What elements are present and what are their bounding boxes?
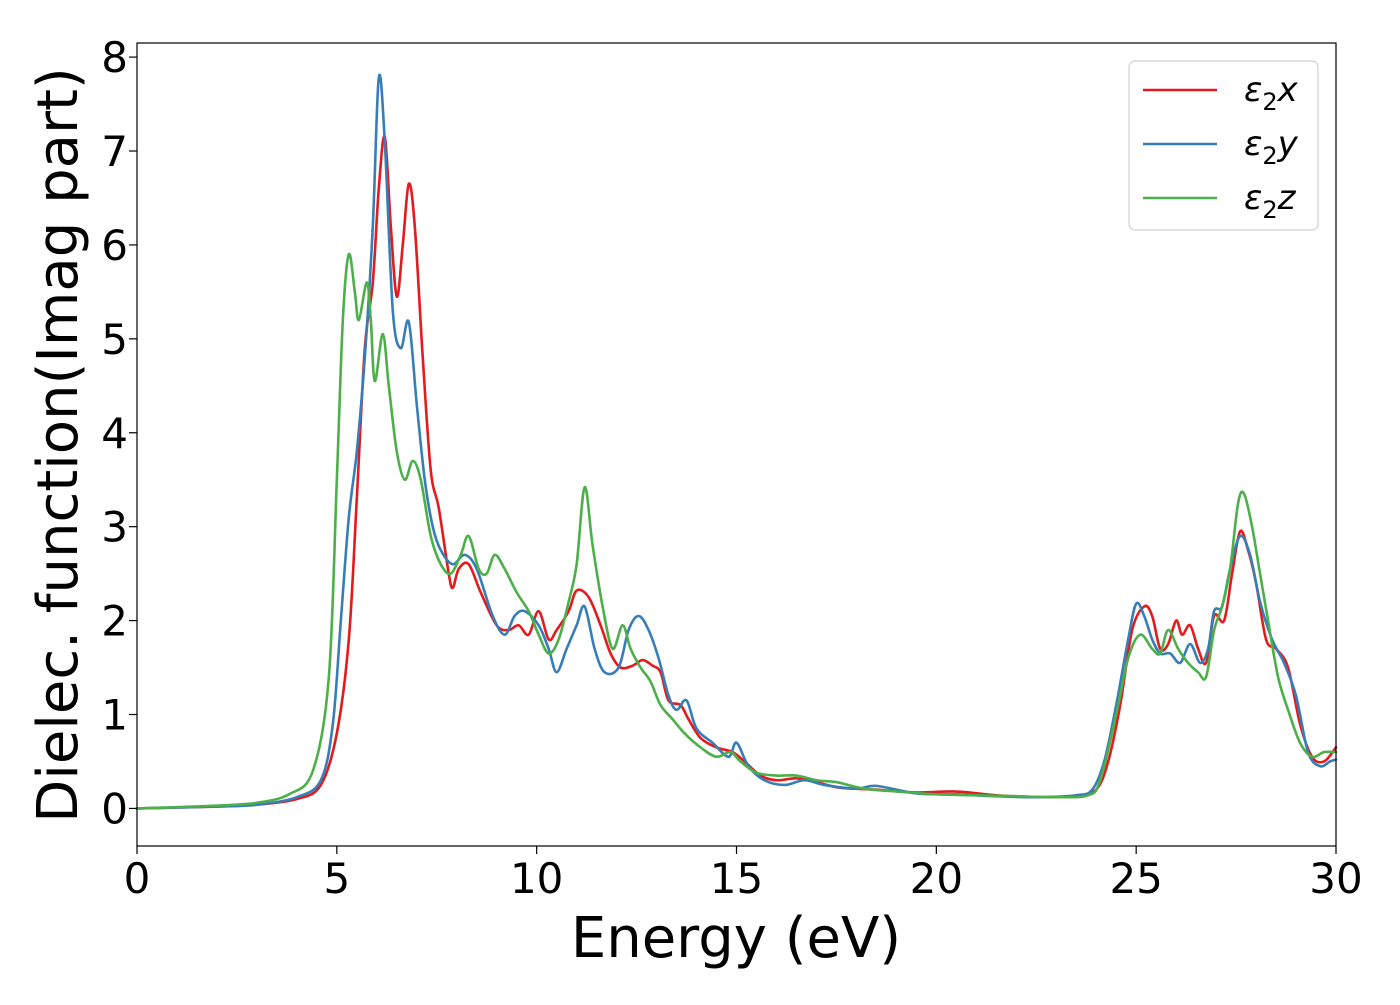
series-line-x: [135, 134, 1338, 810]
x-tick-label: 30: [1309, 854, 1362, 903]
legend-label: ε2y: [1244, 124, 1299, 170]
x-tick-label: 25: [1109, 854, 1162, 903]
x-tick-label: 15: [710, 854, 763, 903]
x-tick-label: 20: [910, 854, 963, 903]
legend-label-variable: x: [1277, 70, 1299, 110]
y-tick-label: 6: [101, 221, 128, 270]
y-tick-label: 8: [101, 33, 128, 82]
legend-label: ε2x: [1244, 70, 1299, 116]
series-layer: [135, 73, 1338, 810]
legend-label-base: ε: [1244, 70, 1262, 110]
legend-box: [1128, 60, 1319, 231]
ticks-layer: 0 5 10 15 20 25 30 0 1 2 3 4 5 6 7 8: [101, 33, 1362, 903]
legend-label: ε2z: [1244, 178, 1297, 224]
y-tick-label: 1: [101, 691, 128, 740]
series-line-y: [135, 73, 1338, 810]
series-line-z: [135, 252, 1338, 810]
y-tick-label: 0: [101, 784, 128, 833]
y-axis-label: Dielec. function(Imag part): [26, 67, 91, 823]
x-tick-label: 10: [510, 854, 563, 903]
legend-label-subscript: 2: [1262, 88, 1277, 116]
legend-label-base: ε: [1244, 178, 1262, 218]
y-tick-label: 4: [101, 409, 128, 458]
legend-label-subscript: 2: [1262, 196, 1277, 224]
legend-entry-x: ε2x: [1143, 70, 1299, 116]
y-tick-label: 5: [101, 315, 128, 364]
y-tick-label: 2: [101, 597, 128, 646]
legend-entry-y: ε2y: [1143, 124, 1299, 170]
y-tick-label: 3: [101, 503, 128, 552]
y-tick-label: 7: [101, 127, 128, 176]
x-tick-label: 5: [323, 854, 350, 903]
legend-label-base: ε: [1244, 124, 1262, 164]
x-tick-label: 0: [124, 854, 151, 903]
x-axis-label: Energy (eV): [571, 906, 901, 971]
legend-label-variable: z: [1277, 178, 1297, 218]
legend-entry-z: ε2z: [1143, 178, 1297, 224]
legend-label-variable: y: [1277, 124, 1299, 164]
legend-label-subscript: 2: [1262, 142, 1277, 170]
